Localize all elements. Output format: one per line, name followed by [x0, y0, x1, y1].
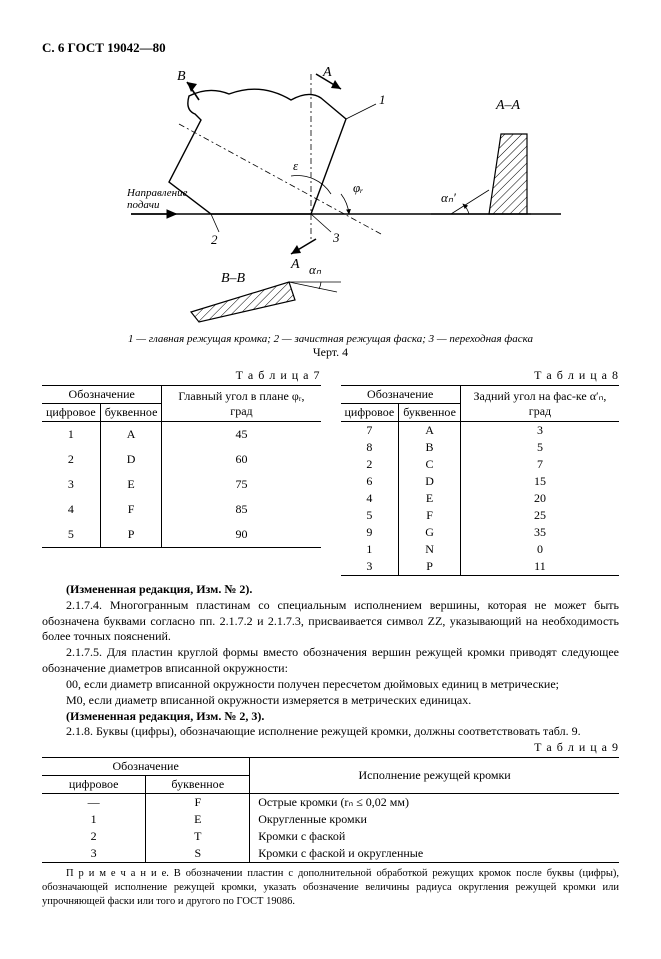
table7-head-c3: Главный угол в плане φᵣ, град: [162, 386, 321, 422]
table-row: 8B5: [341, 439, 620, 456]
fig-callout-2: 2: [211, 232, 218, 247]
table-row: 5F25: [341, 507, 620, 524]
figure-4: Направление подачи A A B 1 2 3: [42, 64, 619, 329]
table7-head-group: Обозначение: [42, 386, 162, 404]
table-row: 9G35: [341, 524, 620, 541]
fig-section-BB: B–B: [221, 271, 246, 286]
table8-head-c1: цифровое: [341, 404, 399, 422]
table-row: 4F85: [42, 497, 321, 522]
table-row: 3P11: [341, 558, 620, 576]
table8-head-group: Обозначение: [341, 386, 461, 404]
table-row: 1N0: [341, 541, 620, 558]
table8-head-c3: Задний угол на фас-ке α′ₙ, град: [460, 386, 619, 422]
table-row: 2TКромки с фаской: [42, 828, 619, 845]
para-2: 2.1.7.5. Для пластин круглой формы вмест…: [42, 645, 619, 677]
fig-label-B-top: B: [177, 69, 186, 84]
table-row: 3SКромки с фаской и округленные: [42, 845, 619, 863]
para-5: (Измененная редакция, Изм. № 2, 3).: [42, 709, 619, 725]
table-row: 2D60: [42, 447, 321, 472]
fig-label-A-top: A: [322, 65, 332, 80]
table7-title: Т а б л и ц а 7: [42, 368, 321, 383]
fig-section-AA: A–A: [495, 98, 521, 113]
page-header: С. 6 ГОСТ 19042—80: [42, 40, 619, 56]
note: П р и м е ч а н и е. В обозначении пласт…: [42, 867, 619, 908]
table9-head-group: Обозначение: [42, 758, 250, 776]
table-row: 1A45: [42, 422, 321, 448]
fig-callout-3: 3: [332, 230, 340, 245]
fig-callout-1: 1: [379, 92, 386, 107]
fig-label-podachi: подачи: [127, 199, 160, 211]
table-row: 5P90: [42, 522, 321, 548]
table8: Обозначение Задний угол на фас-ке α′ₙ, г…: [341, 385, 620, 576]
table9-title: Т а б л и ц а 9: [42, 740, 619, 755]
table8-title: Т а б л и ц а 8: [341, 368, 620, 383]
figure-caption: 1 — главная режущая кромка; 2 — зачистна…: [42, 333, 619, 345]
table7-head-c1: цифровое: [42, 404, 100, 422]
table9-head-c1: цифровое: [42, 776, 146, 794]
figure-number: Черт. 4: [42, 345, 619, 360]
table9-head-c2: буквенное: [146, 776, 250, 794]
table9-head-c3: Исполнение режущей кромки: [250, 758, 619, 794]
para-4: M0, если диаметр вписанной окружности из…: [42, 693, 619, 709]
table-row: 7A3: [341, 422, 620, 440]
para-1: 2.1.7.4. Многогранным пластинам со специ…: [42, 598, 619, 645]
table7-head-c2: буквенное: [100, 404, 162, 422]
table-row: 4E20: [341, 490, 620, 507]
table-row: —FОстрые кромки (rₙ ≤ 0,02 мм): [42, 794, 619, 812]
fig-label-alpha1: αₙ′: [441, 190, 456, 205]
table9: Обозначение Исполнение режущей кромки ци…: [42, 757, 619, 863]
table-row: 2C7: [341, 456, 620, 473]
table7: Обозначение Главный угол в плане φᵣ, гра…: [42, 385, 321, 548]
fig-label-eps: ε: [293, 158, 299, 173]
table8-head-c2: буквенное: [399, 404, 461, 422]
fig-label-phi: φᵣ: [353, 180, 363, 195]
para-3: 00, если диаметр вписанной окружности по…: [42, 677, 619, 693]
fig-label-A-bot: A: [290, 257, 300, 272]
fig-label-alpha2: αₙ: [309, 262, 322, 277]
table-row: 6D15: [341, 473, 620, 490]
table-row: 1EОкругленные кромки: [42, 811, 619, 828]
table-row: 3E75: [42, 472, 321, 497]
para-6: 2.1.8. Буквы (цифры), обозначающие испол…: [42, 724, 619, 740]
para-0: (Измененная редакция, Изм. № 2).: [42, 582, 619, 598]
